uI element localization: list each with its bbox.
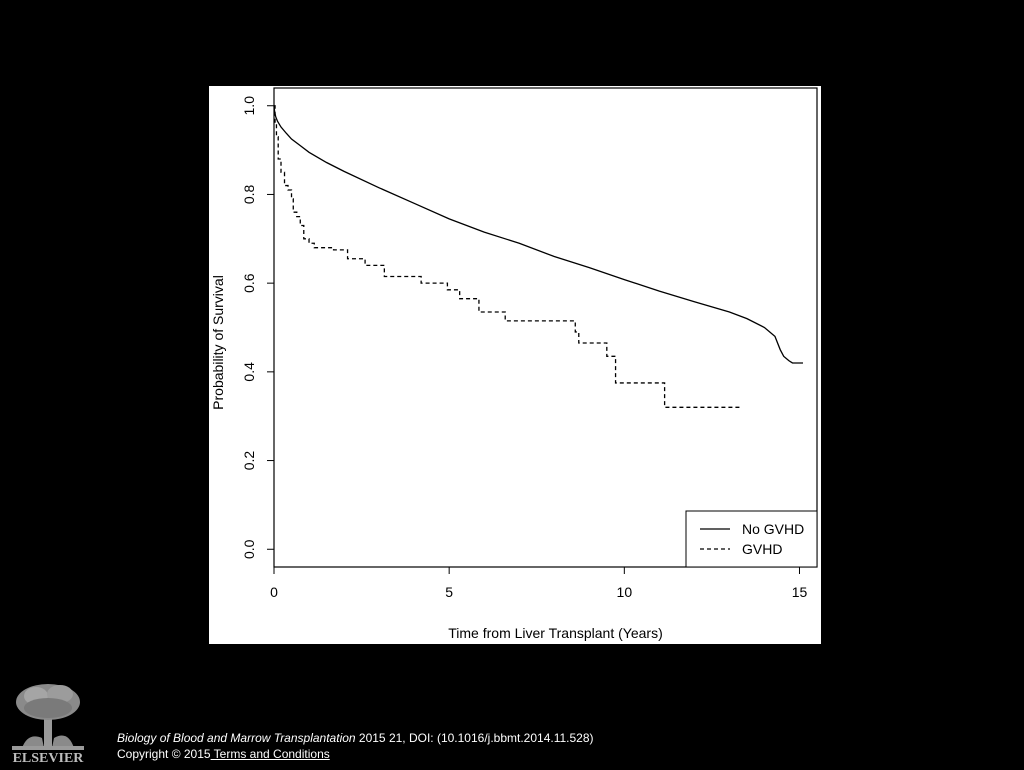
y-tick-label: 0.0 [241,539,257,559]
y-tick-label: 0.2 [241,451,257,471]
legend-label: No GVHD [742,521,804,537]
journal-name: Biology of Blood and Marrow Transplantat… [117,731,356,745]
x-tick-label: 15 [792,584,808,600]
terms-and-conditions-link[interactable]: Terms and Conditions [210,747,330,761]
citation-footer: Biology of Blood and Marrow Transplantat… [117,730,594,762]
legend-box [685,510,818,568]
y-tick-label: 0.8 [241,185,257,205]
y-tick-label: 0.6 [241,273,257,293]
survival-chart: 0 5 10 15 0.0 0.2 0.4 0.6 0.8 1.0 Time from Liver … [210,87,818,641]
legend-label: GVHD [742,541,782,557]
x-tick-label: 10 [617,584,633,600]
elsevier-logo: ELSEVIER [8,680,88,766]
copyright-text: Copyright © 2015 [117,747,211,761]
series-line-gvhd [274,105,740,408]
copyright-line: Copyright © 2015 Terms and Conditions [117,746,594,762]
citation-line: Biology of Blood and Marrow Transplantat… [117,730,594,746]
elsevier-tree-icon: ELSEVIER [12,684,85,766]
x-tick-label: 0 [270,584,278,600]
x-tick-label: 5 [445,584,453,600]
x-axis-label: Time from Liver Transplant (Years) [448,625,662,641]
citation-details: 2015 21, DOI: (10.1016/j.bbmt.2014.11.52… [355,731,594,745]
plot-frame [273,87,818,568]
y-axis-label: Probability of Survival [210,275,226,410]
elsevier-logo-text: ELSEVIER [13,751,85,765]
series-line-no-gvhd [273,105,803,364]
chart-panel: 0 5 10 15 0.0 0.2 0.4 0.6 0.8 1.0 Time from Liver … [209,86,821,644]
y-tick-label: 0.4 [241,362,257,382]
y-tick-label: 1.0 [241,96,257,116]
